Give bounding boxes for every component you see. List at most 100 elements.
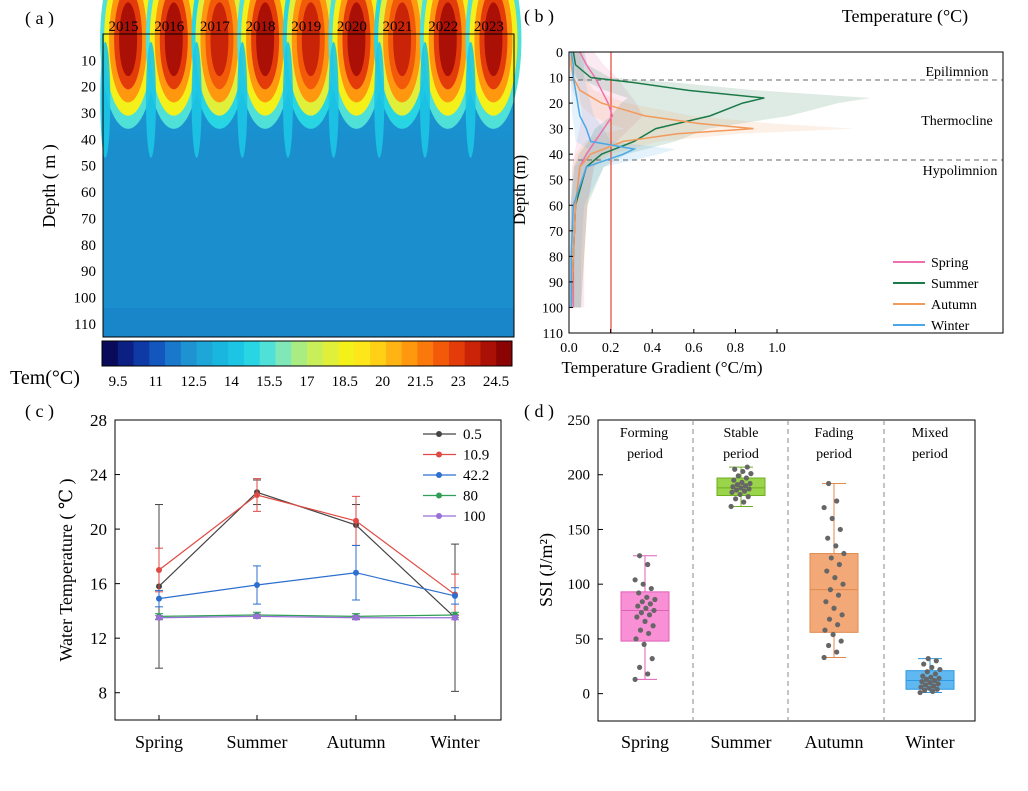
observation-point	[647, 601, 654, 607]
colorbar-swatch	[401, 341, 418, 366]
observation-point	[744, 464, 750, 470]
water-temperature-axis-title: Water Temperature ( ℃ )	[56, 478, 77, 661]
depth-tick-label: 70	[549, 225, 563, 240]
observation-point	[742, 483, 749, 489]
data-point	[452, 614, 458, 621]
gradient-tick-label: 0.8	[727, 341, 745, 356]
year-label: 2016	[154, 19, 185, 35]
observation-point	[928, 674, 934, 680]
observation-point	[748, 471, 754, 477]
depth-tick-label: 50	[81, 159, 96, 175]
observation-point	[735, 473, 741, 479]
legend-label-autumn: Autumn	[931, 298, 977, 313]
colorbar-tick-label: 20	[375, 374, 390, 390]
colorbar-swatch	[448, 341, 466, 366]
depth-axis-title: Depth ( m )	[39, 144, 60, 227]
colorbar-frame	[101, 340, 513, 367]
warm-season-core	[301, 2, 320, 77]
period-label-line2: period	[816, 447, 852, 462]
observation-point	[931, 683, 937, 689]
season-tick-label: Autumn	[326, 732, 385, 752]
observation-point	[652, 596, 658, 603]
gradient-band-summer	[569, 52, 871, 308]
observation-point	[835, 592, 842, 598]
temperature-tick-label: 8	[99, 684, 108, 703]
winter-mixing-plume	[419, 41, 430, 158]
observation-point	[841, 550, 847, 557]
year-label: 2020	[337, 19, 367, 35]
colorbar-tick-label: 24.5	[483, 374, 509, 390]
legend-marker-80	[436, 492, 442, 499]
profile-lines	[570, 51, 765, 308]
colorbar-tick-label: 11	[149, 374, 163, 390]
depth-axis-title-b: Depth (m)	[510, 155, 529, 225]
period-label-line2: period	[723, 447, 759, 462]
observation-point	[639, 599, 645, 605]
colorbar-tick-label: 15.5	[256, 374, 282, 390]
panel-d-boxes	[620, 464, 955, 696]
gradient-tick-label: 0.0	[560, 341, 578, 356]
warm-season-core	[347, 2, 366, 77]
series-line-42.2	[158, 572, 456, 600]
legend-label-10.9: 10.9	[463, 448, 489, 464]
data-point	[353, 614, 359, 621]
colorbar-swatch	[433, 341, 450, 366]
panel-d-axes: 0 50 100 150 200 250 Spring Forming period Summer…	[568, 413, 955, 752]
observation-point	[835, 622, 841, 628]
warm-season-core	[164, 2, 183, 77]
observation-point	[838, 638, 844, 644]
observation-point	[633, 636, 639, 642]
winter-mixing-plume	[237, 41, 248, 158]
winter-mixing-plume	[328, 41, 339, 158]
observation-point	[822, 627, 828, 633]
depth-tick-label: 40	[549, 148, 563, 163]
colorbar	[101, 340, 513, 367]
temperature-tick-label: 16	[90, 575, 107, 594]
winter-mixing-plume	[282, 41, 293, 158]
observation-point	[645, 561, 651, 568]
period-label-line1: Fading	[815, 426, 854, 441]
ssi-tick-label: 150	[568, 522, 591, 538]
gradient-tick-label: 0.4	[643, 341, 661, 356]
temperature-tick-label: 20	[90, 520, 107, 539]
observation-point	[832, 575, 838, 581]
colorbar-label: Tem(°C)	[10, 367, 80, 389]
observation-point	[640, 581, 646, 587]
heatmap-bottom-layer	[103, 308, 514, 337]
observation-point	[931, 677, 938, 684]
warm-season-core	[119, 2, 138, 77]
legend-label-summer: Summer	[931, 277, 979, 292]
observation-point	[934, 686, 940, 692]
depth-tick-label: 70	[81, 211, 96, 227]
temperature-tick-label: 12	[90, 629, 107, 648]
observation-point	[922, 682, 929, 688]
iqr-box	[809, 553, 859, 633]
observation-point	[918, 684, 924, 690]
season-tick-label: Winter	[905, 732, 954, 752]
observation-point	[739, 479, 745, 485]
panel-c-series	[155, 478, 459, 692]
layer-label-hypolimnion: Hypolimnion	[923, 164, 998, 179]
observation-point	[834, 498, 840, 504]
panel-b-frame	[568, 51, 1004, 334]
depth-tick-label: 100	[74, 290, 97, 306]
depth-tick-label: 50	[549, 174, 563, 189]
observation-point	[925, 656, 931, 662]
panel-b: ( b ) Temperature (°C) 0 10 20 30 40 50 60 70 80…	[510, 6, 1004, 377]
depth-tick-label: 60	[549, 199, 563, 214]
legend-marker-42.2	[436, 472, 442, 478]
gradient-line-summer	[570, 51, 765, 308]
colorbar-tick-label: 23	[451, 374, 466, 390]
observation-point	[837, 526, 843, 533]
observation-point	[923, 676, 930, 683]
colorbar-swatch	[275, 341, 292, 366]
observation-point	[824, 568, 830, 574]
depth-tick-label: 90	[81, 264, 96, 280]
observation-point	[745, 494, 751, 500]
data-point	[156, 567, 162, 573]
observation-point	[649, 656, 655, 662]
panel-a-label: ( a )	[25, 8, 54, 29]
observation-point	[936, 675, 942, 681]
winter-mixing-plume	[191, 41, 202, 158]
